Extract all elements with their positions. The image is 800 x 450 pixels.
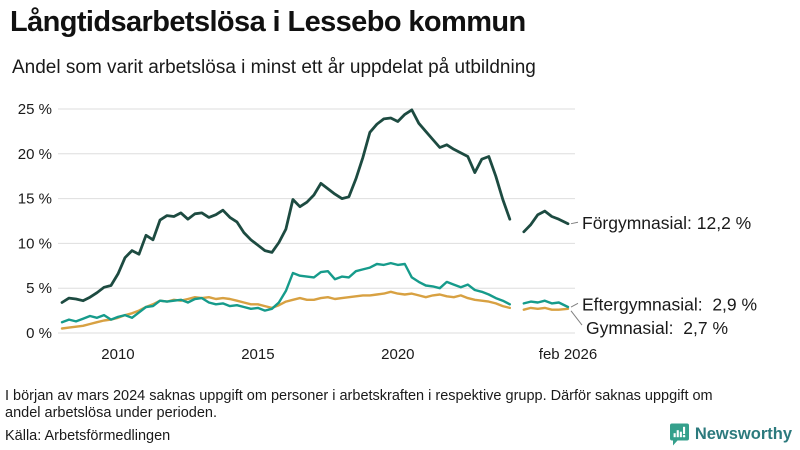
series-end-label-eftergymnasial: Eftergymnasial: 2,9 %: [582, 294, 757, 314]
footnote: I början av mars 2024 saknas uppgift om …: [5, 388, 795, 422]
newsworthy-wordmark: Newsworthy: [694, 425, 792, 443]
footnote-line-2: andel arbetslösa under perioden.: [5, 405, 218, 421]
series-end-label-gymnasial: Gymnasial: 2,7 %: [586, 318, 728, 338]
label-connector: [570, 221, 579, 225]
series-end-label-förgymnasial: Förgymnasial: 12,2 %: [582, 213, 751, 233]
x-tick-label: 2010: [101, 346, 134, 363]
x-tick-label: feb 2026: [539, 346, 597, 363]
x-tick-label: 2020: [381, 346, 414, 363]
y-tick-label: 25 %: [18, 101, 52, 118]
y-tick-label: 5 %: [26, 280, 52, 297]
x-tick-label: 2015: [241, 346, 274, 363]
series-line-eftergymnasial: [60, 261, 570, 324]
label-connector: [570, 302, 579, 308]
footnote-line-1: I början av mars 2024 saknas uppgift om …: [5, 388, 713, 404]
newsworthy-icon: [669, 423, 689, 446]
newsworthy-logo: Newsworthy: [669, 423, 792, 446]
y-tick-label: 0 %: [26, 325, 52, 342]
y-tick-label: 15 %: [18, 191, 52, 208]
chart-title: Långtidsarbetslösa i Lessebo kommun: [10, 6, 526, 38]
source-note: Källa: Arbetsförmedlingen: [5, 428, 171, 444]
series-line-gymnasial: [60, 290, 570, 330]
label-connector: [570, 310, 583, 326]
y-tick-label: 20 %: [18, 146, 52, 163]
y-tick-label: 10 %: [18, 235, 52, 252]
series-line-förgymnasial: [60, 108, 570, 304]
chart-subtitle: Andel som varit arbetslösa i minst ett å…: [12, 57, 536, 78]
